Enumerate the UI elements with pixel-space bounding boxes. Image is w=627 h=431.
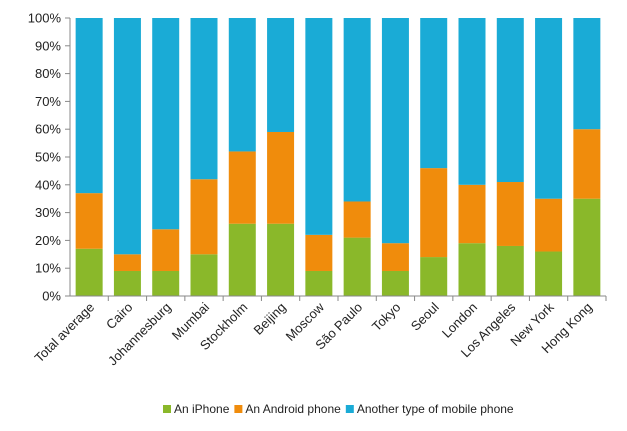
y-tick-label: 100%	[28, 11, 62, 26]
bar-segment-1	[228, 223, 256, 296]
bar-segment-1	[458, 243, 486, 296]
bar-segment-1	[305, 270, 333, 296]
bar-segment-3	[343, 18, 371, 202]
y-tick-label: 90%	[35, 38, 61, 53]
y-tick-label: 70%	[35, 94, 61, 109]
bar-segment-3	[496, 18, 524, 183]
y-tick-label: 80%	[35, 66, 61, 81]
bar-segment-2	[305, 234, 333, 271]
legend-label: An iPhone	[174, 402, 230, 416]
bar-segment-2	[458, 184, 486, 244]
x-tick-label: Seoul	[408, 299, 442, 333]
legend: An iPhone An Android phone Another type of…	[163, 402, 514, 416]
bar-segment-3	[305, 18, 333, 235]
bar-segment-3	[228, 18, 256, 152]
bar-segment-3	[420, 18, 448, 169]
y-tick-label: 20%	[35, 233, 61, 248]
legend-item: An Android phone	[234, 402, 341, 416]
y-tick-label: 30%	[35, 205, 61, 220]
y-tick-label: 60%	[35, 122, 61, 137]
y-axis: 0% 10% 20% 30% 40% 50% 60% 70% 80% 90% 100%	[28, 11, 71, 304]
bars	[75, 18, 601, 296]
bar-segment-1	[152, 270, 180, 296]
bar-segment-3	[535, 18, 563, 199]
bar-segment-3	[152, 18, 180, 230]
bar-segment-3	[190, 18, 218, 180]
bar-segment-1	[420, 257, 448, 296]
bar-segment-1	[535, 251, 563, 296]
x-tick-label: Cairo	[103, 300, 136, 333]
bar-segment-3	[75, 18, 103, 194]
bar-segment-1	[113, 270, 141, 296]
legend-item: An iPhone	[163, 402, 230, 416]
bar-segment-2	[113, 254, 141, 271]
bar-segment-3	[267, 18, 295, 132]
bar-segment-3	[458, 18, 486, 185]
y-tick-label: 10%	[35, 261, 61, 276]
bar-segment-2	[228, 151, 256, 224]
bar-segment-2	[75, 193, 103, 249]
bar-segment-1	[343, 237, 371, 296]
y-tick-label: 50%	[35, 150, 61, 165]
legend-swatch	[163, 405, 171, 413]
bar-segment-1	[381, 270, 409, 296]
x-axis: Total average CairoJohannesburgMumbaiStoc…	[31, 295, 607, 368]
legend-label: An Android phone	[245, 402, 341, 416]
bar-segment-2	[420, 168, 448, 258]
legend-swatch	[345, 405, 354, 413]
legend-swatch	[234, 405, 243, 413]
y-tick-label: 0%	[42, 289, 61, 304]
bar-segment-1	[75, 248, 103, 296]
bar-segment-3	[573, 18, 601, 130]
bar-segment-2	[496, 182, 524, 246]
legend-label: Another type of mobile phone	[357, 402, 514, 416]
bar-segment-1	[573, 198, 601, 296]
bar-segment-2	[535, 198, 563, 252]
x-tick-label: Total average	[31, 300, 97, 366]
bar-segment-3	[113, 18, 141, 255]
bar-segment-1	[190, 254, 218, 296]
bar-segment-2	[573, 129, 601, 199]
x-tick-label: Tokyo	[369, 300, 404, 335]
bar-segment-2	[190, 179, 218, 255]
bar-segment-2	[267, 131, 295, 224]
bar-segment-1	[267, 223, 295, 296]
y-tick-label: 40%	[35, 177, 61, 192]
bar-segment-3	[381, 18, 409, 244]
bar-segment-2	[343, 201, 371, 238]
legend-item: Another type of mobile phone	[345, 402, 514, 416]
bar-segment-1	[496, 245, 524, 296]
bar-segment-2	[381, 243, 409, 271]
bar-segment-2	[152, 229, 180, 271]
